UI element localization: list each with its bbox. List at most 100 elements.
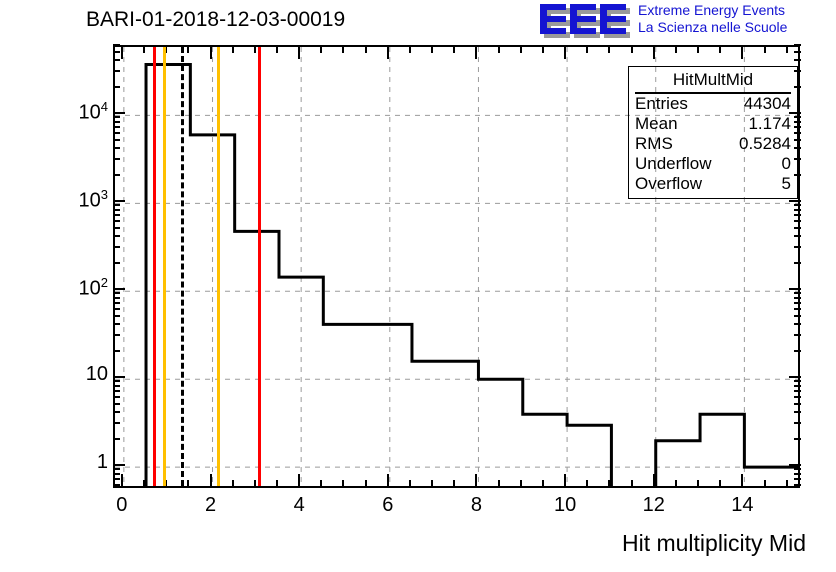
axis-tick bbox=[113, 389, 120, 392]
axis-tick bbox=[113, 50, 120, 53]
axis-tick bbox=[789, 464, 801, 467]
axis-tick bbox=[541, 45, 544, 53]
axis-tick bbox=[794, 44, 801, 46]
axis-tick bbox=[794, 226, 801, 229]
histogram-outline bbox=[144, 62, 798, 486]
axis-tick bbox=[113, 477, 120, 480]
axis-tick bbox=[789, 288, 801, 291]
axis-tick bbox=[652, 474, 655, 488]
axis-tick bbox=[113, 314, 120, 317]
x-axis-label: 8 bbox=[470, 494, 482, 516]
axis-tick bbox=[794, 296, 801, 299]
axis-tick bbox=[113, 147, 120, 150]
axis-tick bbox=[113, 219, 120, 222]
stats-value: 44304 bbox=[743, 94, 791, 113]
axis-tick bbox=[794, 235, 801, 238]
axis-tick bbox=[113, 349, 120, 352]
axis-tick bbox=[113, 85, 120, 88]
axis-tick bbox=[497, 45, 500, 53]
axis-tick bbox=[794, 323, 801, 326]
x-axis-label: 14 bbox=[731, 494, 754, 516]
axis-tick bbox=[364, 480, 367, 488]
axis-tick bbox=[275, 45, 278, 53]
axis-tick bbox=[794, 384, 801, 387]
axis-tick bbox=[113, 158, 120, 161]
axis-tick bbox=[794, 380, 801, 383]
axis-tick bbox=[113, 235, 120, 238]
axis-tick bbox=[789, 112, 801, 115]
marker-line-black-dashed-mean bbox=[181, 47, 185, 486]
axis-tick bbox=[586, 480, 589, 488]
axis-tick bbox=[697, 45, 700, 53]
axis-tick bbox=[652, 45, 655, 59]
y-axis-label: 10 bbox=[85, 363, 108, 386]
stats-key: Overflow bbox=[635, 174, 703, 193]
plot-area bbox=[115, 47, 798, 486]
axis-tick bbox=[794, 219, 801, 222]
axis-tick bbox=[586, 45, 589, 53]
axis-tick bbox=[519, 45, 522, 53]
page-title: BARI-01-2018-12-03-00019 bbox=[86, 8, 346, 31]
stats-key: Mean bbox=[635, 114, 678, 133]
axis-tick bbox=[209, 474, 212, 488]
axis-tick bbox=[113, 422, 120, 425]
axis-tick bbox=[794, 389, 801, 392]
axis-tick bbox=[113, 395, 120, 398]
axis-tick bbox=[113, 116, 120, 119]
axis-tick bbox=[794, 208, 801, 211]
axis-tick bbox=[386, 474, 389, 488]
marker-line-red-right bbox=[258, 47, 262, 486]
axis-tick bbox=[165, 480, 168, 488]
stats-key: Underflow bbox=[635, 154, 712, 173]
x-axis-label: 2 bbox=[204, 494, 217, 516]
axis-tick bbox=[741, 474, 744, 488]
plot-frame bbox=[113, 45, 800, 488]
axis-tick bbox=[794, 472, 801, 475]
axis-tick bbox=[519, 480, 522, 488]
axis-tick bbox=[794, 314, 801, 317]
axis-tick bbox=[320, 480, 323, 488]
axis-tick bbox=[320, 45, 323, 53]
axis-tick bbox=[794, 395, 801, 398]
axis-tick bbox=[794, 437, 801, 440]
axis-tick bbox=[113, 376, 125, 379]
axis-tick bbox=[785, 480, 788, 488]
axis-tick bbox=[564, 474, 567, 488]
axis-tick bbox=[697, 480, 700, 488]
axis-tick bbox=[113, 292, 120, 295]
axis-tick bbox=[564, 45, 567, 59]
y-axis-label: 1 bbox=[96, 451, 108, 474]
axis-tick bbox=[794, 411, 801, 414]
eee-letter-2-shadow bbox=[574, 8, 600, 38]
axis-tick bbox=[113, 402, 120, 405]
axis-tick bbox=[113, 380, 120, 383]
stats-key: RMS bbox=[635, 134, 673, 153]
x-axis-label: 12 bbox=[642, 494, 665, 516]
axis-tick bbox=[113, 296, 120, 299]
axis-tick bbox=[794, 292, 801, 295]
axis-tick bbox=[794, 477, 801, 480]
axis-tick bbox=[763, 45, 766, 53]
axis-tick bbox=[794, 483, 801, 486]
stats-row: Overflow 5 bbox=[635, 174, 791, 194]
axis-tick bbox=[794, 261, 801, 264]
eee-letter-2 bbox=[570, 4, 600, 38]
axis-tick bbox=[497, 480, 500, 488]
axis-tick bbox=[113, 208, 120, 211]
axis-tick bbox=[408, 480, 411, 488]
axis-tick bbox=[120, 474, 123, 488]
axis-tick bbox=[794, 334, 801, 337]
x-axis-label: 0 bbox=[116, 494, 128, 516]
axis-tick bbox=[143, 480, 146, 488]
y-axis-label: 104 bbox=[78, 99, 108, 125]
axis-tick bbox=[113, 261, 120, 264]
axis-tick bbox=[187, 480, 190, 488]
marker-line-orange-left bbox=[162, 47, 166, 486]
axis-tick bbox=[741, 45, 744, 59]
stats-row: Mean 1.174 bbox=[635, 114, 791, 134]
axis-tick bbox=[113, 472, 120, 475]
axis-tick bbox=[789, 200, 801, 203]
axis-tick bbox=[113, 173, 120, 176]
stats-title: HitMultMid bbox=[635, 69, 791, 94]
axis-tick bbox=[113, 323, 120, 326]
